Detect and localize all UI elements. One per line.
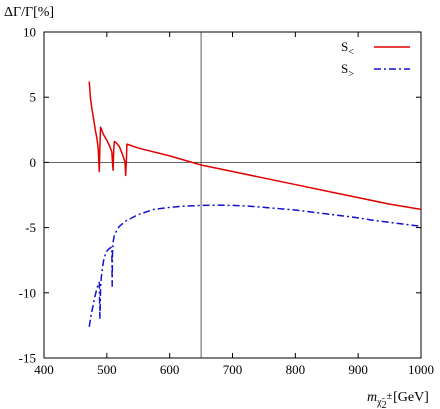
- y-tick-label: -10: [19, 285, 36, 300]
- x-tick-label: 900: [348, 362, 368, 377]
- legend-label-sub: >: [348, 69, 354, 80]
- legend-label: S<: [341, 39, 354, 58]
- series-layer: [88, 81, 422, 327]
- y-tick-label: 0: [30, 155, 37, 170]
- legend-label-main: S: [341, 39, 348, 54]
- legend-label: S>: [341, 61, 354, 80]
- x-axis-title-sub-index: 2: [382, 400, 387, 409]
- y-tick-label: -15: [19, 351, 36, 366]
- x-tick-label: 400: [34, 362, 54, 377]
- y-tick-label: 5: [30, 90, 37, 105]
- y-axis-title: ΔΓ/Γ[%]: [4, 5, 54, 20]
- reference-lines: [44, 32, 421, 358]
- x-tick-label: 500: [97, 362, 117, 377]
- x-tick-label: 700: [223, 362, 243, 377]
- x-tick-label: 1000: [408, 362, 434, 377]
- ticks-layer: 400 500 600 700 800 900 1000 -15 -10 -5 0 5 10: [19, 25, 434, 378]
- x-axis-title: mχ̃2±[GeV]: [367, 390, 429, 409]
- x-tick-label: 800: [286, 362, 306, 377]
- legend: S<S>: [341, 39, 410, 80]
- legend-label-main: S: [341, 61, 348, 76]
- y-tick-label: -5: [25, 220, 36, 235]
- x-axis-title-unit: [GeV]: [393, 390, 429, 405]
- x-axis-title-sub-sup: ±: [387, 391, 393, 402]
- x-tick-label: 600: [160, 362, 180, 377]
- series-line-s-greater: [88, 204, 422, 327]
- y-tick-label: 10: [23, 25, 36, 40]
- x-axis-title-sub-base: χ̃: [376, 397, 385, 408]
- legend-label-sub: <: [348, 47, 354, 58]
- x-axis-title-var: m: [367, 390, 377, 405]
- series-line-s-less: [88, 81, 422, 211]
